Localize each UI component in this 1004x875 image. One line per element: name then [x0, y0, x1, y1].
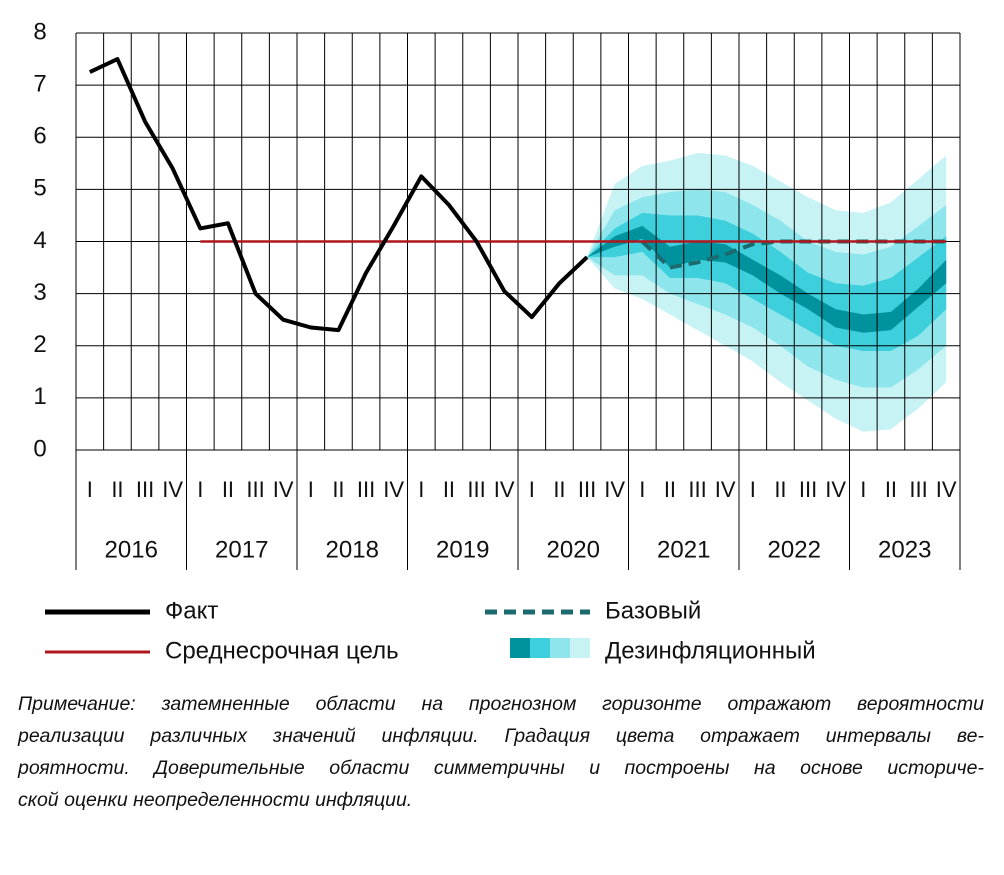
- quarter-label: III: [909, 477, 927, 502]
- year-label: 2018: [326, 536, 379, 563]
- quarter-label: I: [418, 477, 424, 502]
- quarter-label: IV: [162, 477, 183, 502]
- year-label: 2023: [878, 536, 931, 563]
- quarter-label: II: [111, 477, 123, 502]
- year-label: 2017: [215, 536, 268, 563]
- quarter-label: I: [750, 477, 756, 502]
- quarter-label: I: [87, 477, 93, 502]
- quarter-label: IV: [936, 477, 957, 502]
- legend-label: Базовый: [605, 597, 701, 624]
- quarter-label: II: [222, 477, 234, 502]
- quarter-label: III: [246, 477, 264, 502]
- y-tick-label: 7: [33, 70, 46, 97]
- quarter-label: II: [553, 477, 565, 502]
- quarter-label: III: [357, 477, 375, 502]
- quarter-label: II: [443, 477, 455, 502]
- quarter-label: I: [197, 477, 203, 502]
- quarter-label: II: [774, 477, 786, 502]
- legend-swatch: [530, 638, 550, 658]
- note: Примечание: затемненные области на прогн…: [18, 688, 984, 816]
- quarter-label: I: [529, 477, 535, 502]
- quarter-label: IV: [383, 477, 404, 502]
- quarter-label: IV: [715, 477, 736, 502]
- quarter-label: II: [664, 477, 676, 502]
- quarter-label: II: [885, 477, 897, 502]
- quarter-label: IV: [273, 477, 294, 502]
- y-tick-label: 6: [33, 123, 46, 150]
- y-tick-label: 8: [33, 18, 46, 45]
- quarter-label: III: [467, 477, 485, 502]
- quarter-label: III: [136, 477, 154, 502]
- legend-label: Дезинфляционный: [605, 637, 816, 664]
- year-label: 2022: [768, 536, 821, 563]
- quarter-label: I: [860, 477, 866, 502]
- quarter-label: II: [332, 477, 344, 502]
- legend-swatch: [570, 638, 590, 658]
- quarter-label: III: [799, 477, 817, 502]
- y-tick-label: 2: [33, 331, 46, 358]
- legend-swatch: [510, 638, 530, 658]
- quarter-label: I: [639, 477, 645, 502]
- quarter-label: IV: [494, 477, 515, 502]
- year-label: 2016: [105, 536, 158, 563]
- legend-label: Среднесрочная цель: [165, 637, 399, 664]
- y-tick-label: 5: [33, 175, 46, 202]
- note-line: роятности. Доверительные области симметр…: [18, 757, 984, 779]
- quarter-label: III: [578, 477, 596, 502]
- legend-swatch: [550, 638, 570, 658]
- year-label: 2019: [436, 536, 489, 563]
- y-tick-label: 4: [33, 227, 46, 254]
- y-tick-label: 0: [33, 435, 46, 462]
- quarter-label: III: [688, 477, 706, 502]
- legend-label: Факт: [165, 597, 218, 624]
- y-tick-label: 1: [33, 383, 46, 410]
- year-label: 2020: [547, 536, 600, 563]
- quarter-label: I: [308, 477, 314, 502]
- note-line: реализации различных значений инфляции. …: [18, 725, 984, 747]
- quarter-label: IV: [604, 477, 625, 502]
- year-label: 2021: [657, 536, 710, 563]
- series-line: [88, 57, 589, 333]
- quarter-label: IV: [825, 477, 846, 502]
- note-line: ской оценки неопределенности инфляции.: [18, 789, 413, 811]
- y-tick-label: 3: [33, 279, 46, 306]
- note-line: Примечание: затемненные области на прогн…: [18, 693, 984, 715]
